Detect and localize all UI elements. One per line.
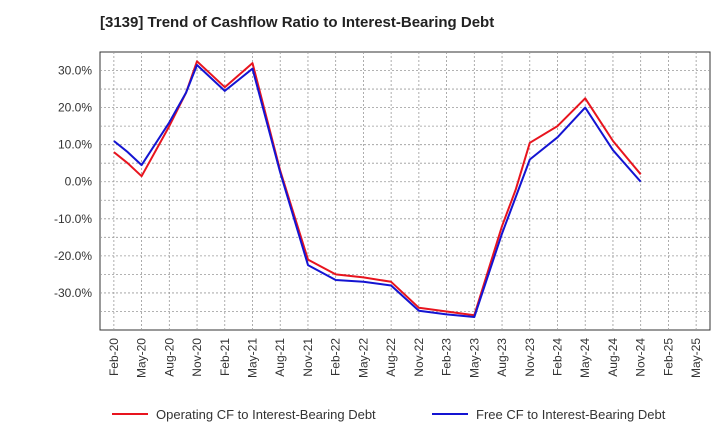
x-tick-label: Feb-24 xyxy=(551,338,565,376)
y-tick-label: -10.0% xyxy=(54,212,92,226)
chart-title: [3139] Trend of Cashflow Ratio to Intere… xyxy=(100,14,495,31)
x-tick-label: May-23 xyxy=(467,338,481,378)
x-tick-label: Aug-20 xyxy=(162,338,176,377)
x-tick-label: Aug-24 xyxy=(606,338,620,377)
x-tick-label: Aug-21 xyxy=(273,338,287,377)
x-tick-label: May-25 xyxy=(689,338,703,378)
series-line-2 xyxy=(113,64,642,318)
grid-lines xyxy=(100,52,710,330)
y-tick-label: 0.0% xyxy=(65,175,93,189)
x-tick-label: May-24 xyxy=(578,338,592,378)
x-tick-label: Aug-23 xyxy=(495,338,509,377)
x-tick-label: May-22 xyxy=(356,338,370,378)
x-tick-label: Feb-20 xyxy=(107,338,121,376)
plot-area xyxy=(99,51,711,331)
x-tick-label: Nov-21 xyxy=(301,338,315,377)
x-tick-label: May-21 xyxy=(246,338,260,378)
x-tick-label: Nov-23 xyxy=(523,338,537,377)
y-axis-ticks: 30.0% 20.0% 10.0% 0.0% -10.0% -20.0% -30.0% xyxy=(54,64,92,300)
x-tick-label: Feb-25 xyxy=(661,338,675,376)
x-axis-ticks: Feb-20 May-20 Aug-20 Nov-20 Feb-21 May-21 Aug-… xyxy=(107,338,703,378)
legend-label: Operating CF to Interest-Bearing Debt xyxy=(156,407,376,422)
x-tick-label: Aug-22 xyxy=(384,338,398,377)
x-tick-label: Feb-21 xyxy=(218,338,232,376)
x-tick-label: Feb-22 xyxy=(329,338,343,376)
legend: Operating CF to Interest-Bearing Debt Fre… xyxy=(112,407,666,422)
y-tick-label: 10.0% xyxy=(58,138,92,152)
y-tick-label: 30.0% xyxy=(58,64,92,78)
x-tick-label: Nov-24 xyxy=(634,338,648,377)
x-tick-label: Feb-23 xyxy=(440,338,454,376)
y-tick-label: -20.0% xyxy=(54,249,92,263)
x-tick-label: May-20 xyxy=(135,338,149,378)
legend-label: Free CF to Interest-Bearing Debt xyxy=(476,407,666,422)
y-tick-label: 20.0% xyxy=(58,101,92,115)
y-tick-label: -30.0% xyxy=(54,286,92,300)
x-tick-label: Nov-20 xyxy=(190,338,204,377)
series-lines xyxy=(113,60,642,318)
x-tick-label: Nov-22 xyxy=(412,338,426,377)
